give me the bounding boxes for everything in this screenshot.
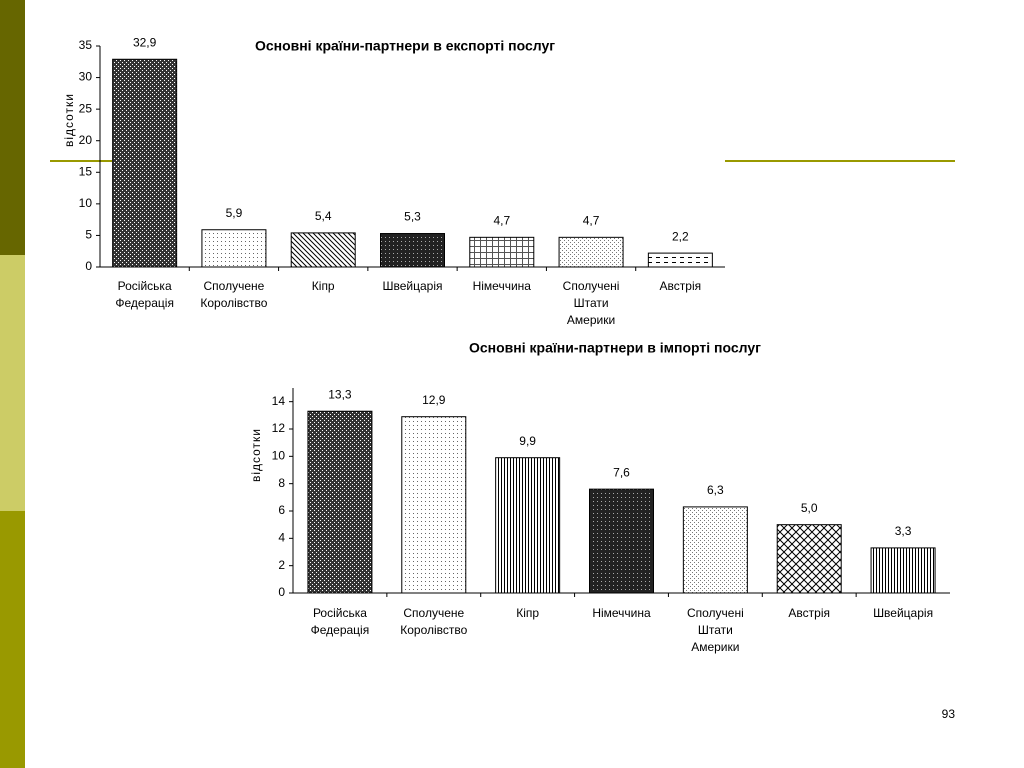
value-label: 6,3 [707,483,724,497]
y-tick-label: 15 [79,164,93,178]
y-tick-label: 25 [79,101,93,115]
y-tick-label: 10 [272,449,286,463]
x-tick-label: Російська Федерація [115,279,174,310]
value-label: 5,9 [226,206,243,220]
bar [558,236,624,268]
decor-strip [0,0,25,255]
y-tick-label: 14 [272,394,286,408]
x-tick-label: Швейцарія [382,279,443,293]
decor-strip [0,511,25,768]
value-label: 5,0 [801,501,818,515]
bar [401,416,467,594]
value-label: 12,9 [422,393,446,407]
y-tick-label: 30 [79,70,93,84]
y-tick-label: 0 [85,259,92,273]
value-label: 4,7 [583,213,600,227]
x-tick-label: Сполучене Королівство [400,606,468,637]
x-tick-label: Сполучене Королівство [200,279,268,310]
y-axis-label: відсотки [249,428,263,482]
bar [290,232,356,268]
value-label: 3,3 [895,524,912,538]
bar [776,524,842,594]
value-label: 32,9 [133,35,157,49]
value-label: 2,2 [672,229,689,243]
bar [682,506,748,594]
y-tick-label: 12 [272,421,286,435]
x-tick-label: Російська Федерація [310,606,370,637]
chart-title: Основні країни-партнери в імпорті послуг [469,340,761,356]
bar [469,236,535,268]
x-tick-label: Німеччина [592,606,651,620]
y-axis-label: відсотки [62,93,76,147]
y-tick-label: 5 [85,228,92,242]
bar [495,457,561,594]
value-label: 4,7 [493,213,510,227]
x-tick-label: Кіпр [311,279,335,293]
bar [647,252,713,268]
value-label: 7,6 [613,465,630,479]
x-tick-label: Сполучені Штати Америки [562,279,620,327]
bar [201,229,267,268]
bar [307,410,373,594]
bar [870,547,936,594]
value-label: 5,4 [315,209,332,223]
y-tick-label: 10 [79,196,93,210]
bar [380,233,445,268]
bar [589,488,654,594]
value-label: 5,3 [404,210,421,224]
y-tick-label: 20 [79,133,93,147]
decor-strip [0,255,25,511]
y-tick-label: 35 [79,38,93,52]
y-tick-label: 6 [278,503,285,517]
value-label: 13,3 [328,387,352,401]
chart-title: Основні країни-партнери в експорті послу… [255,38,555,54]
bar [112,58,178,268]
page-number: 93 [942,707,956,721]
x-tick-label: Австрія [788,606,830,620]
y-tick-label: 8 [278,476,285,490]
x-tick-label: Швейцарія [873,606,934,620]
x-tick-label: Сполучені Штати Америки [686,606,744,654]
value-label: 9,9 [519,434,536,448]
y-tick-label: 4 [278,531,285,545]
x-tick-label: Кіпр [516,606,540,620]
x-tick-label: Австрія [659,279,702,293]
y-tick-label: 2 [278,558,285,572]
y-tick-label: 0 [278,585,285,599]
x-tick-label: Німеччина [472,279,531,293]
